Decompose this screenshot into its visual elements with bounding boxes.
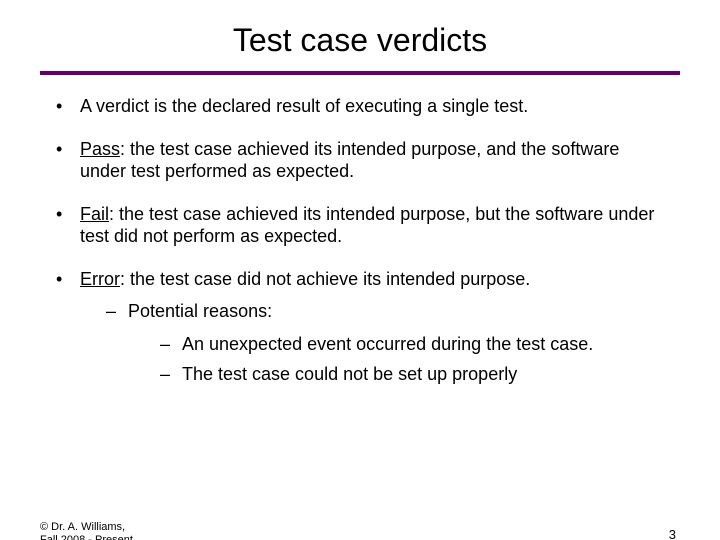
bullet-text: : the test case achieved its intended pu… <box>80 139 619 182</box>
bullet-item: Error: the test case did not achieve its… <box>50 268 670 386</box>
bullet-key: Fail <box>80 204 109 224</box>
bullet-text: : the test case did not achieve its inte… <box>120 269 530 289</box>
footer-line: © Dr. A. Williams, <box>40 521 133 535</box>
subsub-list: An unexpected event occurred during the … <box>128 333 670 386</box>
slide-body: A verdict is the declared result of exec… <box>50 95 670 386</box>
bullet-text: A verdict is the declared result of exec… <box>80 96 528 116</box>
subsub-item: The test case could not be set up proper… <box>160 363 670 386</box>
bullet-item: Pass: the test case achieved its intende… <box>50 138 670 183</box>
slide: Test case verdicts A verdict is the decl… <box>0 22 720 540</box>
bullet-key: Error <box>80 269 120 289</box>
subsub-item: An unexpected event occurred during the … <box>160 333 670 356</box>
bullet-list: A verdict is the declared result of exec… <box>50 95 670 386</box>
slide-title: Test case verdicts <box>0 22 720 59</box>
sub-list: Potential reasons: An unexpected event o… <box>80 300 670 386</box>
subsub-text: The test case could not be set up proper… <box>182 364 517 384</box>
bullet-item: A verdict is the declared result of exec… <box>50 95 670 118</box>
footer-line: Fall 2008 - Present <box>40 534 133 540</box>
bullet-key: Pass <box>80 139 120 159</box>
sub-text: Potential reasons: <box>128 301 272 321</box>
bullet-item: Fail: the test case achieved its intende… <box>50 203 670 248</box>
sub-item: Potential reasons: An unexpected event o… <box>106 300 670 386</box>
footer-copyright: © Dr. A. Williams, Fall 2008 - Present <box>40 521 133 540</box>
bullet-text: : the test case achieved its intended pu… <box>80 204 654 247</box>
page-number: 3 <box>669 527 676 540</box>
title-underline <box>40 71 680 75</box>
subsub-text: An unexpected event occurred during the … <box>182 334 593 354</box>
